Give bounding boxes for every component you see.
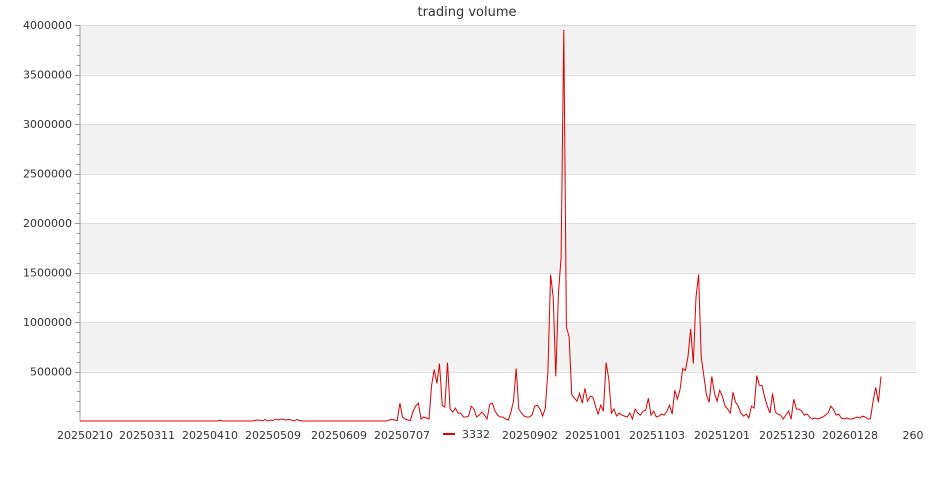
x-tick-label: 20251001 bbox=[565, 429, 621, 442]
gridlines bbox=[80, 25, 916, 373]
background-bands bbox=[80, 25, 916, 372]
y-tick-label: 500000 bbox=[30, 366, 72, 379]
y-tick-label: 1000000 bbox=[23, 316, 72, 329]
x-tick-label: 20251103 bbox=[629, 429, 685, 442]
y-tick-label: 1500000 bbox=[23, 267, 72, 280]
x-tick-label: 20250609 bbox=[311, 429, 367, 442]
background-band bbox=[80, 223, 916, 273]
chart-title: trading volume bbox=[417, 5, 516, 20]
x-tick-label: 20251201 bbox=[694, 429, 750, 442]
y-minor-ticks bbox=[75, 25, 80, 412]
x-tick-label: 260 bbox=[903, 429, 924, 442]
y-tick-label: 4000000 bbox=[23, 19, 72, 32]
series-line-3332 bbox=[80, 29, 882, 422]
x-tick-labels: 20250210 20250311 20250410 20250509 20250609… bbox=[57, 429, 924, 442]
x-tick-label: 20260128 bbox=[822, 429, 878, 442]
y-tick-label: 3500000 bbox=[23, 69, 72, 82]
x-tick-label: 20250210 bbox=[57, 429, 113, 442]
x-tick-label: 20250311 bbox=[119, 429, 175, 442]
legend: 3332 bbox=[443, 428, 490, 441]
background-band bbox=[80, 25, 916, 75]
x-tick-label: 20250410 bbox=[182, 429, 238, 442]
x-tick-label: 20250509 bbox=[245, 429, 301, 442]
y-tick-labels: 500000 1000000 1500000 2000000 2500000 300000… bbox=[23, 19, 72, 379]
x-tick-label: 20250902 bbox=[502, 429, 558, 442]
legend-label: 3332 bbox=[462, 428, 490, 441]
x-tick-label: 20251230 bbox=[759, 429, 815, 442]
background-band bbox=[80, 124, 916, 174]
y-tick-label: 3000000 bbox=[23, 118, 72, 131]
x-tick-label: 20250707 bbox=[374, 429, 430, 442]
y-tick-label: 2000000 bbox=[23, 217, 72, 230]
y-tick-label: 2500000 bbox=[23, 168, 72, 181]
background-band bbox=[80, 322, 916, 372]
